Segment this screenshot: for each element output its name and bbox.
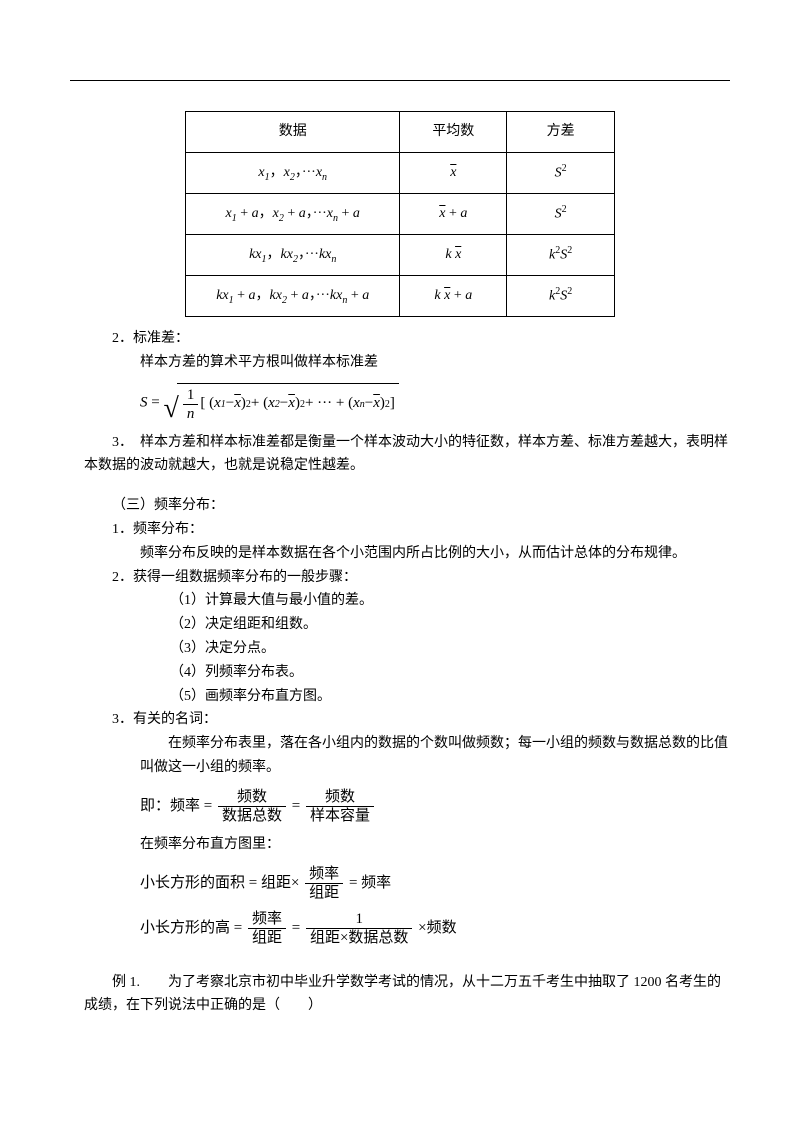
step-5: （5）画频率分布直方图。 [70, 685, 730, 709]
f2-prefix: 小长方形的面积 = 组距× [140, 874, 299, 890]
freq-title: （三）频率分布： [70, 494, 730, 518]
r3-mean: k x [400, 235, 507, 276]
freq-p3-body: 在频率分布表里，落在各小组内的数据的个数叫做频数；每一小组的频数与数据总数的比值… [70, 732, 730, 780]
r4-data: kx1 + a，kx2 + a，···kxn + a [186, 276, 400, 317]
f1-prefix: 即：频率 = [140, 798, 212, 814]
th-data: 数据 [186, 112, 400, 153]
sec3-text: 3． 样本方差和样本标准差都是衡量一个样本波动大小的特征数，样本方差、标准方差越… [70, 431, 730, 479]
step-3: （3）决定分点。 [70, 637, 730, 661]
sec2-title: 2．标准差： [70, 327, 730, 351]
freq-p2-title: 2．获得一组数据频率分布的一般步骤： [70, 566, 730, 590]
r1-mean: x [400, 153, 507, 194]
r2-data: x1 + a，x2 + a，···xn + a [186, 194, 400, 235]
freq-p1-body: 频率分布反映的是样本数据在各个小范围内所占比例的大小，从而估计总体的分布规律。 [70, 542, 730, 566]
r2-var: S2 [507, 194, 615, 235]
r2-mean: x + a [400, 194, 507, 235]
f2-suffix: = 频率 [349, 874, 391, 890]
freq-formula-1: 即：频率 = 频数数据总数 = 频数样本容量 [70, 788, 730, 825]
r3-data: kx1，kx2，···kxn [186, 235, 400, 276]
r4-mean: k x + a [400, 276, 507, 317]
step-1: （1）计算最大值与最小值的差。 [70, 589, 730, 613]
step-4: （4）列频率分布表。 [70, 661, 730, 685]
hist-intro: 在频率分布直方图里： [70, 833, 730, 857]
r1-data: x1，x2，···xn [186, 153, 400, 194]
freq-p3-title: 3．有关的名词： [70, 708, 730, 732]
freq-formula-2: 小长方形的面积 = 组距× 频率组距 = 频率 [70, 865, 730, 902]
r1-var: S2 [507, 153, 615, 194]
r3-var: k2S2 [507, 235, 615, 276]
r4-var: k2S2 [507, 276, 615, 317]
step-2: （2）决定组距和组数。 [70, 613, 730, 637]
th-mean: 平均数 [400, 112, 507, 153]
th-var: 方差 [507, 112, 615, 153]
transformation-table: 数据 平均数 方差 x1，x2，···xn x S2 x1 + a，x2 + a… [185, 111, 615, 317]
std-formula: S = √ 1n [ (x1 − x)2 + (x2 − x)2 + ··· +… [70, 383, 730, 423]
sec2-line1: 样本方差的算术平方根叫做样本标准差 [70, 351, 730, 375]
top-rule [70, 80, 730, 81]
freq-p1-title: 1．频率分布： [70, 518, 730, 542]
freq-formula-3: 小长方形的高 = 频率组距 = 1组距×数据总数 ×频数 [70, 910, 730, 947]
f3-prefix: 小长方形的高 = [140, 919, 242, 935]
example-1: 例 1. 为了考察北京市初中毕业升学数学考试的情况，从十二万五千考生中抽取了 1… [70, 971, 730, 1019]
f3-suffix: ×频数 [418, 919, 456, 935]
